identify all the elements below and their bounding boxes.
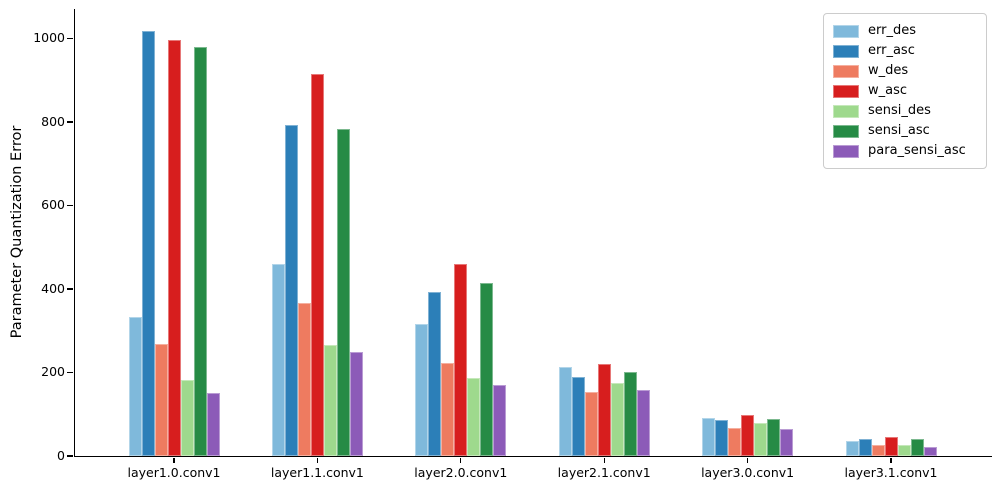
- y-tick-label: 800: [41, 113, 65, 129]
- legend-item-w_des: w_des: [833, 61, 976, 81]
- bar-para_sensi_asc: [636, 390, 650, 456]
- legend-swatch-icon: [833, 24, 859, 38]
- bar-para_sensi_asc: [206, 393, 220, 456]
- bar-err_asc: [284, 124, 298, 456]
- legend-swatch-icon: [833, 104, 859, 118]
- bar-sensi_des: [754, 423, 768, 456]
- bar-err_des: [128, 316, 142, 456]
- legend-swatch-icon: [833, 144, 859, 158]
- bar-w_asc: [167, 40, 181, 456]
- legend-item-sensi_asc: sensi_asc: [833, 121, 976, 141]
- bar-w_asc: [597, 363, 611, 456]
- bar-sensi_des: [467, 377, 481, 456]
- x-tick-label: layer3.0.conv1: [701, 465, 795, 480]
- legend-swatch-icon: [833, 44, 859, 58]
- x-tick-mark: [316, 457, 319, 463]
- bar-para_sensi_asc: [349, 352, 363, 456]
- y-tick-label: 1000: [33, 30, 65, 46]
- legend-label: sensi_des: [868, 103, 931, 118]
- bar-w_asc: [454, 263, 468, 456]
- legend-item-err_des: err_des: [833, 21, 976, 41]
- y-tick-label: 200: [41, 364, 65, 380]
- bar-w_des: [154, 344, 168, 456]
- x-tick-label: layer1.1.conv1: [270, 465, 364, 480]
- bar-err_asc: [715, 420, 729, 456]
- bar-sensi_des: [610, 383, 624, 456]
- bar-err_des: [702, 418, 716, 456]
- bar-w_asc: [310, 73, 324, 456]
- bar-sensi_asc: [480, 283, 494, 456]
- bar-err_asc: [858, 439, 872, 456]
- x-tick-mark: [746, 457, 749, 463]
- y-tick-mark: [67, 288, 73, 290]
- x-tick-label: layer2.1.conv1: [557, 465, 651, 480]
- bar-sensi_asc: [336, 128, 350, 456]
- bar-sensi_asc: [910, 438, 924, 456]
- legend-label: err_asc: [868, 43, 915, 58]
- bar-err_des: [415, 324, 429, 456]
- y-tick-label: 400: [41, 280, 65, 296]
- legend-item-sensi_des: sensi_des: [833, 101, 976, 121]
- legend-item-w_asc: w_asc: [833, 81, 976, 101]
- bar-sensi_asc: [623, 372, 637, 456]
- x-tick-label: layer1.0.conv1: [127, 465, 221, 480]
- y-tick-mark: [67, 455, 73, 457]
- plot-area: 0 200 400 600 800 1000 layer1.0.conv1 layer1.1.…: [33, 9, 992, 480]
- x-tick-label: layer3.1.conv1: [844, 465, 938, 480]
- x-tick-mark: [460, 457, 462, 463]
- x-tick-mark: [890, 457, 892, 463]
- y-axis-label: Parameter Quantization Error: [9, 125, 25, 339]
- bar-sensi_asc: [193, 47, 207, 456]
- legend: err_des err_asc w_des w_asc sensi_des sensi_a…: [823, 13, 987, 169]
- legend-label: err_des: [868, 23, 916, 38]
- legend-item-para_sensi_asc: para_sensi_asc: [833, 141, 976, 161]
- bar-w_asc: [741, 415, 755, 456]
- legend-label: para_sensi_asc: [868, 143, 966, 158]
- bar-err_des: [271, 263, 285, 456]
- bar-err_asc: [428, 292, 442, 456]
- y-tick-label: 600: [41, 197, 65, 213]
- y-tick-mark: [67, 121, 73, 123]
- bar-para_sensi_asc: [780, 428, 794, 456]
- bar-para_sensi_asc: [923, 446, 937, 456]
- legend-label: w_asc: [868, 83, 908, 98]
- bar-err_asc: [571, 377, 585, 456]
- legend-swatch-icon: [833, 84, 859, 98]
- x-tick-label: layer2.0.conv1: [414, 465, 508, 480]
- bar-sensi_asc: [767, 419, 781, 456]
- y-tick-label: 0: [57, 448, 65, 463]
- legend-label: sensi_asc: [868, 123, 930, 138]
- bar-w_des: [728, 427, 742, 456]
- bar-w_asc: [884, 437, 898, 456]
- legend-swatch-icon: [833, 64, 859, 78]
- bar-para_sensi_asc: [493, 384, 507, 456]
- bar-w_des: [584, 391, 598, 456]
- bar-w_des: [441, 362, 455, 456]
- bar-err_des: [558, 367, 572, 456]
- x-tick-mark: [173, 457, 175, 463]
- bar-err_asc: [141, 30, 155, 456]
- legend-swatch-icon: [833, 124, 859, 138]
- bar-sensi_des: [897, 444, 911, 456]
- legend-label: w_des: [868, 63, 909, 78]
- bar-w_des: [297, 303, 311, 456]
- y-tick-mark: [67, 37, 73, 39]
- bar-w_des: [871, 444, 885, 456]
- legend-item-err_asc: err_asc: [833, 41, 976, 61]
- bar-sensi_des: [323, 344, 337, 456]
- y-tick-mark: [67, 204, 73, 207]
- y-tick-mark: [67, 371, 73, 374]
- x-tick-mark: [603, 457, 605, 463]
- bar-err_des: [845, 440, 859, 456]
- bar-sensi_des: [180, 380, 194, 456]
